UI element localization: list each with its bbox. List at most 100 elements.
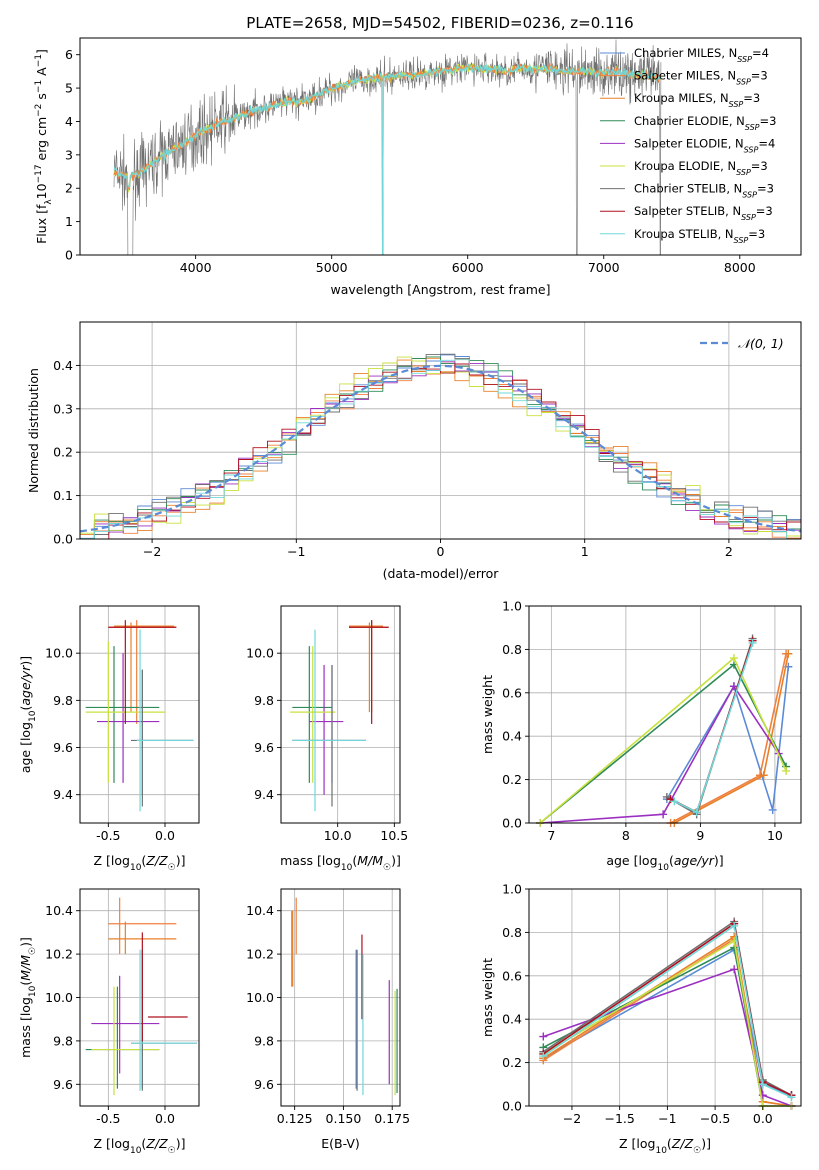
weight-marker: [782, 766, 791, 775]
y-tick-label: 9.6: [53, 1077, 73, 1092]
panel-massweight-vs-Z: −2 −1.5 −1 −0.5 0.0 0.0 0.2 0.4 0.6 0.8 1.0 Z [log1…: [480, 882, 802, 1156]
x-tick-label: −1: [658, 1111, 676, 1126]
y-tick-label: 0.0: [502, 816, 522, 831]
x-tick-label: 6000: [452, 260, 484, 275]
y-tick-label: 1.0: [502, 599, 522, 614]
y-tick-label: 0.2: [502, 772, 522, 787]
data-layer: [85, 620, 194, 812]
data-layer: [290, 620, 389, 812]
x-tick-label: 10: [767, 828, 783, 843]
weight-marker: [748, 638, 757, 647]
x-tick-label: 0.0: [753, 1111, 773, 1126]
x-tick-label: -0.5: [96, 1111, 120, 1126]
legend-entry: Salpeter MILES, NSSP=3: [634, 69, 768, 87]
error-bar: [91, 986, 160, 1096]
legend-entry: Chabrier ELODIE, NSSP=3: [634, 114, 776, 132]
x-axis-label: E(B-V): [321, 1136, 360, 1151]
y-tick-label: 0.0: [53, 532, 73, 547]
y-tick-label: 0.2: [502, 1055, 522, 1070]
figure-title: PLATE=2658, MJD=54502, FIBERID=0236, z=0…: [246, 14, 633, 32]
error-bar: [292, 629, 366, 812]
y-tick-label: 9.4: [254, 787, 274, 802]
x-axis-label: wavelength [Angstrom, rest frame]: [330, 282, 550, 297]
y-tick-label: 0.8: [502, 925, 522, 940]
axes-frame: [528, 605, 802, 824]
legend-entry: Kroupa ELODIE, NSSP=3: [634, 159, 768, 177]
y-tick-label: 9.8: [254, 693, 274, 708]
error-bar: [136, 629, 194, 812]
gaussian-curve: [79, 364, 802, 533]
error-bar: [349, 620, 389, 724]
y-axis-label: mass weight: [480, 675, 495, 754]
legend-entry: 𝒩(0, 1): [738, 336, 784, 351]
x-axis-label: (data-model)/error: [383, 566, 500, 581]
x-tick-label: 0: [437, 544, 445, 559]
x-axis-label: mass [log10(M/M☉)]: [280, 853, 401, 873]
weight-marker: [670, 797, 679, 806]
x-axis-label: Z [log10(Z/Z☉)]: [94, 1136, 186, 1156]
x-tick-label: 0.0: [155, 828, 175, 843]
y-tick-label: 10.2: [246, 947, 274, 962]
spectrum-model-line: [113, 63, 662, 255]
error-bar: [141, 932, 188, 1041]
y-tick-label: 9.4: [53, 787, 73, 802]
x-tick-label: −1: [287, 544, 305, 559]
x-tick-label: 0.125: [277, 1111, 313, 1126]
y-tick-label: 9.6: [254, 740, 274, 755]
x-tick-label: 0.150: [326, 1111, 362, 1126]
legend-entry: Chabrier STELIB, NSSP=3: [634, 182, 774, 200]
weight-marker: [692, 808, 701, 817]
x-tick-label: 0.0: [155, 1111, 175, 1126]
y-tick-label: 0.2: [53, 445, 73, 460]
y-axis-label: Flux [fλ10−17 erg cm−2 s−1 A−1]: [34, 49, 54, 244]
y-tick-label: 10.4: [45, 903, 73, 918]
weight-marker: [539, 1052, 548, 1061]
weight-marker: [729, 654, 738, 663]
y-tick-label: 0.4: [53, 358, 73, 373]
legend-entry: Kroupa MILES, NSSP=3: [634, 91, 760, 109]
weight-line: [540, 684, 780, 824]
axes-frame: [528, 888, 802, 1107]
data-layer: [291, 897, 398, 1096]
x-tick-label: 4000: [180, 260, 212, 275]
y-tick-label: 10.2: [45, 947, 73, 962]
y-tick-label: 10.0: [45, 646, 73, 661]
x-tick-label: 7: [547, 828, 555, 843]
y-tick-label: 1.0: [502, 882, 522, 897]
axes-frame: [79, 605, 200, 824]
y-tick-label: 10.0: [246, 646, 274, 661]
histogram-step: [80, 353, 801, 540]
y-tick-label: 9.6: [254, 1077, 274, 1092]
x-tick-label: −2: [143, 544, 161, 559]
weight-marker: [730, 965, 739, 974]
data-layer: [79, 353, 802, 540]
legend-entry: Salpeter ELODIE, NSSP=4: [634, 136, 775, 154]
y-tick-label: 9.6: [53, 740, 73, 755]
error-bar: [349, 622, 383, 713]
x-tick-label: 9: [696, 828, 704, 843]
y-tick-label: 0.8: [502, 642, 522, 657]
panel-spectrum: 4000 5000 6000 7000 8000 0 1 2 3 4 5 6 Chabrier MILE…: [34, 37, 802, 297]
panel-mass-vs-EBV: 0.125 0.150 0.175 9.6 9.8 10.0 10.2 10.4 E(B-V): [246, 888, 410, 1151]
y-tick-label: 0.6: [502, 968, 522, 983]
y-tick-label: 0.6: [502, 685, 522, 700]
error-bar: [91, 975, 160, 1074]
y-tick-label: 0.3: [53, 401, 73, 416]
weight-line: [543, 968, 792, 1107]
y-tick-label: 1: [65, 214, 73, 229]
y-tick-label: 0.4: [502, 1012, 522, 1027]
x-tick-label: −0.5: [700, 1111, 730, 1126]
y-tick-label: 2: [65, 181, 73, 196]
data-layer: [113, 39, 662, 255]
y-tick-label: 10.0: [246, 990, 274, 1005]
x-tick-label: 0.175: [374, 1111, 410, 1126]
x-axis-label: Z [log10(Z/Z☉)]: [94, 853, 186, 873]
y-tick-label: 6: [65, 47, 73, 62]
y-axis-label: Normed distribution: [26, 368, 41, 493]
x-tick-label: 7000: [588, 260, 620, 275]
y-tick-label: 3: [65, 147, 73, 162]
y-tick-label: 10.4: [246, 903, 274, 918]
y-tick-label: 9.8: [53, 693, 73, 708]
legend-entry: Chabrier MILES, NSSP=4: [634, 46, 769, 64]
